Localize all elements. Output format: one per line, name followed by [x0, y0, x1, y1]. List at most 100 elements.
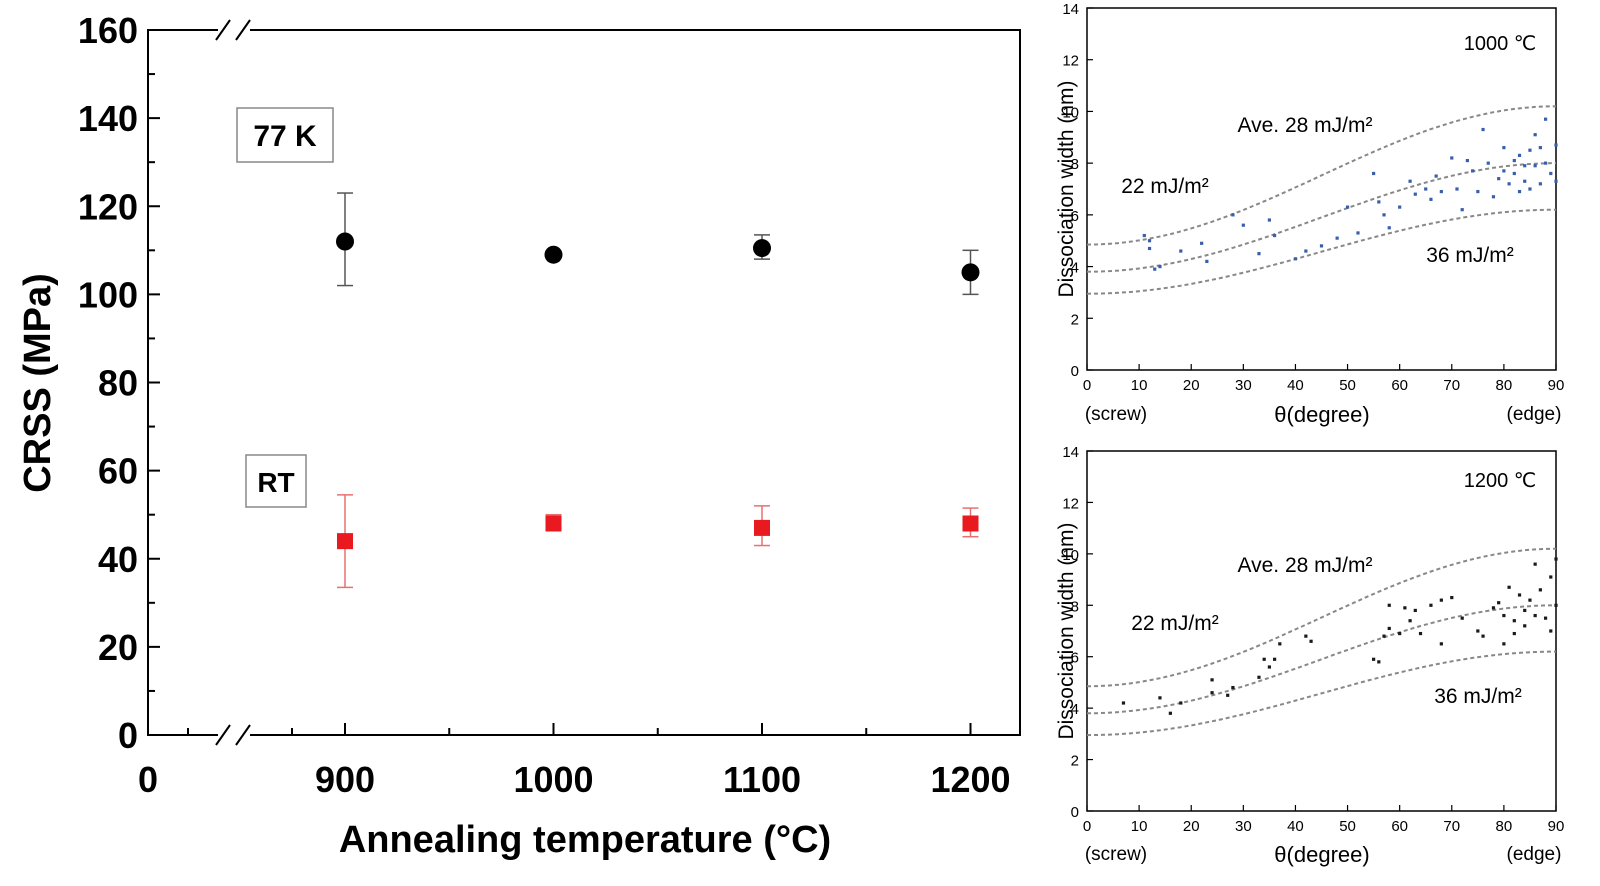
dissociation-point [1273, 657, 1277, 661]
crss-y-tick-label: 60 [98, 451, 138, 492]
series-label-rt: RT [245, 454, 307, 508]
dissociation-point [1257, 675, 1261, 679]
data-point-rt [337, 533, 353, 550]
crss-y-tick-label: 120 [78, 186, 138, 227]
panel-1000-screw-label: (screw) [1085, 404, 1147, 425]
panel-1000-curves [1086, 105, 1557, 295]
y-tick-label: 12 [1062, 495, 1079, 512]
dissociation-point [1278, 642, 1282, 646]
dissociation-point [1502, 146, 1506, 150]
crss-y-tick-label: 20 [98, 627, 138, 668]
dissociation-point [1481, 634, 1485, 638]
crss-x-tick-label: 0 [138, 759, 158, 800]
y-tick-label: 4 [1071, 260, 1079, 277]
dissociation-point [1512, 619, 1516, 623]
panel-1200-points [1121, 557, 1558, 715]
x-tick-label: 30 [1235, 377, 1252, 394]
crss-y-tick-label: 100 [78, 274, 138, 315]
dissociation-point [1429, 197, 1433, 201]
dissociation-point [1205, 259, 1209, 263]
dissociation-point [1543, 616, 1548, 620]
x-tick-label: 20 [1183, 377, 1200, 394]
data-point-77k [336, 232, 354, 251]
dissociation-point [1554, 179, 1558, 183]
crss-panel: 0 20 40 60 80 100 120 140 160 0 900 1000 1100 1200 7… [17, 10, 1021, 861]
dissociation-point [1377, 660, 1381, 664]
dissociation-point [1465, 158, 1470, 163]
dissociation-point [1231, 213, 1235, 217]
y-tick-label: 2 [1071, 311, 1079, 328]
dissociation-point [1387, 226, 1391, 230]
crss-y-ticks: 0 20 40 60 80 100 120 140 160 [78, 10, 160, 756]
dissociation-point [1481, 127, 1485, 132]
dissociation-point [1517, 593, 1522, 597]
energy-curve [1086, 604, 1557, 715]
x-tick-label: 90 [1548, 818, 1565, 835]
dissociation-point [1507, 585, 1511, 589]
dissociation-point [1497, 601, 1501, 605]
crss-series [336, 192, 980, 589]
crss-y-axis-label: CRSS (MPa) [17, 273, 59, 493]
dissociation-point [1408, 179, 1412, 183]
dissociation-point [1319, 244, 1324, 248]
dissociation-point [1424, 187, 1428, 191]
x-tick-label: 0 [1083, 818, 1091, 835]
dissociation-point [1507, 182, 1511, 186]
x-tick-label: 70 [1443, 818, 1460, 835]
dissociation-point [1554, 557, 1558, 561]
panel-1200-screw-label: (screw) [1085, 844, 1147, 865]
dissociation-point [1345, 205, 1350, 209]
dissociation-point [1179, 249, 1183, 253]
dissociation-point [1528, 187, 1532, 191]
dissociation-point [1538, 588, 1542, 592]
dissociation-point [1476, 189, 1480, 194]
dissociation-point [1538, 182, 1542, 186]
panel-1200-ticks: 0 2 4 6 8 10 12 14 0 10 20 30 40 50 60 70 80 90 [1062, 444, 1564, 835]
dissociation-point [1538, 146, 1542, 150]
dissociation-point [1413, 192, 1417, 196]
y-tick-label: 8 [1071, 598, 1079, 615]
dissociation-point [1523, 624, 1527, 628]
dissociation-point [1398, 631, 1402, 636]
panel-1000-edge-label: (edge) [1507, 404, 1562, 425]
dissociation-point [1382, 213, 1386, 217]
dissociation-point [1533, 613, 1537, 618]
dissociation-point [1231, 685, 1235, 690]
dissociation-point [1372, 171, 1376, 176]
dissociation-point [1533, 562, 1537, 566]
dissociation-point [1554, 603, 1558, 607]
dissociation-point [1377, 200, 1381, 204]
energy-curve [1086, 105, 1557, 246]
crss-x-ticks: 0 900 1000 1100 1200 [138, 723, 1011, 800]
x-tick-label: 40 [1287, 818, 1304, 835]
axis-break-top [215, 19, 251, 41]
dissociation-point [1460, 208, 1464, 212]
dissociation-point [1142, 233, 1146, 238]
dissociation-point [1549, 629, 1553, 633]
y-tick-label: 8 [1071, 156, 1079, 173]
series-label-rt-text: RT [257, 467, 294, 498]
crss-y-tick-label: 0 [118, 715, 138, 756]
dissociation-panel-1200: 0 2 4 6 8 10 12 14 0 10 20 30 40 50 60 70 80 90 1200 ℃ Av… [1055, 444, 1564, 867]
x-tick-label: 90 [1548, 377, 1565, 394]
x-tick-label: 70 [1443, 377, 1460, 394]
x-tick-label: 80 [1496, 377, 1513, 394]
dissociation-point [1273, 233, 1277, 238]
dissociation-point [1517, 189, 1522, 194]
panel-1000-frame [1086, 7, 1557, 371]
dissociation-point [1304, 249, 1308, 253]
x-tick-label: 60 [1391, 818, 1408, 835]
dissociation-point [1200, 241, 1204, 245]
dissociation-point [1512, 171, 1516, 176]
panel-1000-ticks: 0 2 4 6 8 10 12 14 0 10 20 30 40 50 60 70 80 90 [1062, 1, 1564, 394]
dissociation-point [1549, 575, 1553, 579]
dissociation-point [1523, 164, 1527, 168]
x-tick-label: 10 [1131, 377, 1148, 394]
dissociation-point [1512, 158, 1516, 163]
dissociation-point [1543, 117, 1548, 121]
panel-1200-curve-label-22: 22 mJ/m² [1131, 612, 1219, 635]
panel-1000-title: 1000 ℃ [1464, 33, 1537, 55]
dissociation-point [1450, 595, 1454, 600]
crss-y-tick-label: 80 [98, 363, 138, 404]
